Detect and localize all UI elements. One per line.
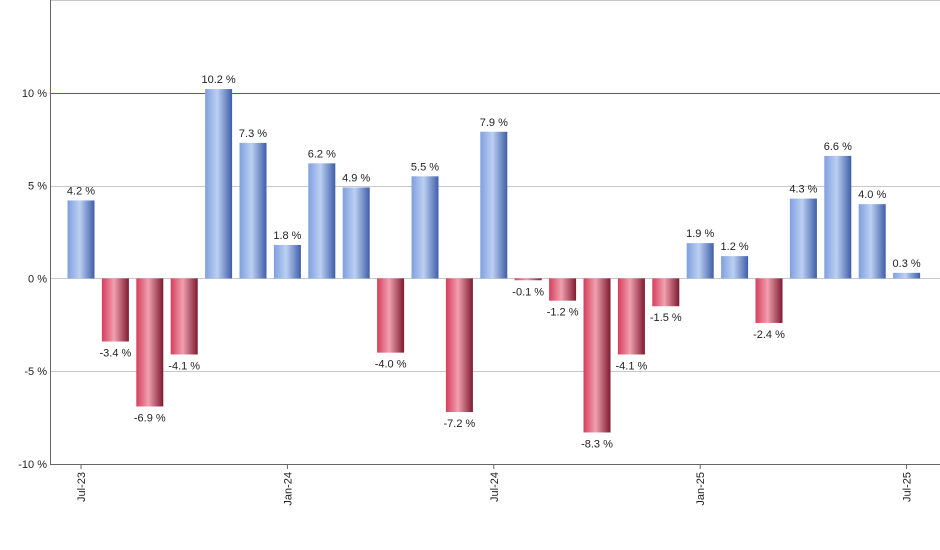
bar-6: [273, 244, 301, 279]
bar-10: [411, 176, 439, 279]
bar-label-15: -8.3 %: [581, 438, 613, 450]
y-tick-label-1: -5 %: [24, 366, 47, 378]
y-tick-label-0: -10 %: [18, 459, 47, 471]
x-tick-label-0: Jul-23: [76, 472, 88, 502]
bar-label-24: 0.3 %: [893, 258, 921, 270]
bar-label-3: -4.1 %: [168, 360, 200, 372]
bar-17: [652, 278, 680, 307]
bar-0: [67, 200, 95, 279]
bar-label-17: -1.5 %: [650, 312, 682, 324]
bar-11: [445, 278, 473, 413]
bar-21: [789, 198, 817, 279]
x-tick-label-3: Jan-25: [695, 472, 707, 506]
bar-16: [617, 278, 645, 355]
bar-label-22: 6.6 %: [824, 141, 852, 153]
bar-label-16: -4.1 %: [616, 360, 648, 372]
bar-label-4: 10.2 %: [201, 74, 235, 86]
bar-5: [239, 142, 267, 279]
bar-labels: 4.2 % -3.4 % -6.9 % -4.1 % 10.2 % 7.3 % 1.8 % 6…: [67, 74, 921, 450]
bar-label-11: -7.2 %: [444, 418, 476, 430]
bar-label-13: -0.1 %: [512, 286, 544, 298]
bar-label-0: 4.2 %: [67, 185, 95, 197]
bar-label-6: 1.8 %: [273, 230, 301, 242]
bar-4: [205, 89, 233, 279]
bar-label-12: 7.9 %: [480, 117, 508, 129]
bar-label-23: 4.0 %: [858, 189, 886, 201]
bar-label-14: -1.2 %: [547, 307, 579, 319]
bar-label-2: -6.9 %: [134, 412, 166, 424]
bar-8: [342, 187, 370, 279]
y-tick-label-4: 10 %: [22, 88, 47, 100]
bar-18: [686, 243, 714, 279]
y-tick-label-3: 5 %: [28, 181, 47, 193]
bar-2: [136, 278, 164, 407]
bar-label-19: 1.2 %: [721, 241, 749, 253]
axes: -10 % -5 % 0 % 5 % 10 % Jul-23 Jan-24 Jul-24 Jan…: [18, 0, 940, 506]
bar-12: [480, 131, 508, 279]
bar-label-1: -3.4 %: [100, 348, 132, 360]
bar-20: [755, 278, 783, 323]
x-tick-label-1: Jan-24: [282, 472, 294, 506]
bar-13: [514, 278, 542, 281]
bar-24: [893, 272, 921, 279]
bar-1: [101, 278, 129, 342]
bar-15: [583, 278, 611, 433]
bars: [67, 89, 921, 433]
bar-label-8: 4.9 %: [342, 172, 370, 184]
x-tick-label-2: Jul-24: [489, 472, 501, 502]
bar-7: [308, 163, 336, 279]
bar-label-5: 7.3 %: [239, 128, 267, 140]
bar-label-21: 4.3 %: [789, 184, 817, 196]
bar-19: [721, 256, 749, 279]
x-tick-label-4: Jul-25: [902, 472, 914, 502]
bar-label-9: -4.0 %: [375, 359, 407, 371]
bar-label-20: -2.4 %: [753, 329, 785, 341]
bar-3: [170, 278, 198, 355]
bar-9: [377, 278, 405, 353]
bar-23: [858, 204, 886, 279]
y-tick-label-2: 0 %: [28, 273, 47, 285]
bar-22: [824, 155, 852, 279]
grid-lines: [50, 0, 940, 465]
bar-label-10: 5.5 %: [411, 161, 439, 173]
bar-label-7: 6.2 %: [308, 148, 336, 160]
bar-label-18: 1.9 %: [686, 228, 714, 240]
bar-14: [549, 278, 577, 301]
